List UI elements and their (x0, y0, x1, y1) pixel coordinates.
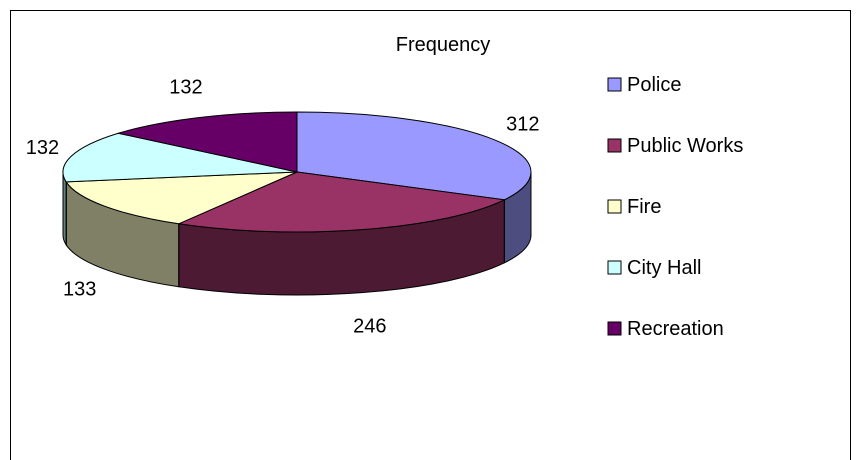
data-label-police: 312 (506, 113, 539, 135)
pie-slice-police (296, 111, 532, 201)
data-label-fire: 133 (63, 278, 96, 300)
legend-swatch-recreation (607, 321, 622, 336)
pie-slice-public-works (176, 171, 507, 233)
chart-title: Frequency (396, 34, 491, 56)
pie-tops (62, 111, 532, 233)
pie-chart: Frequency 312 246 133 132 132 Police Public W… (26, 34, 744, 340)
legend-label-recreation: Recreation (627, 318, 724, 340)
pie-slice-recreation (116, 111, 298, 173)
data-label-recreation: 132 (169, 77, 202, 99)
chart-area: Frequency 312 246 133 132 132 Police Public W… (10, 10, 851, 460)
legend-label-police: Police (627, 74, 681, 96)
pie-labels: 312 246 133 132 132 (26, 77, 540, 338)
legend-swatch-city-hall (607, 260, 622, 275)
data-label-city-hall: 132 (26, 137, 59, 159)
legend-swatch-public-works (607, 138, 622, 153)
pie-slice-fire (65, 171, 298, 225)
data-label-public-works: 246 (353, 315, 386, 337)
legend-label-fire: Fire (627, 196, 661, 218)
legend-swatch-police (607, 77, 622, 92)
legend-label-public-works: Public Works (627, 135, 743, 157)
pie-sides (62, 172, 532, 296)
legend-swatch-fire (607, 199, 622, 214)
pie-slice-city-hall (62, 132, 298, 183)
legend-label-city-hall: City Hall (627, 257, 701, 279)
legend: Police Public Works Fire City Hall Recreatio… (607, 74, 743, 340)
